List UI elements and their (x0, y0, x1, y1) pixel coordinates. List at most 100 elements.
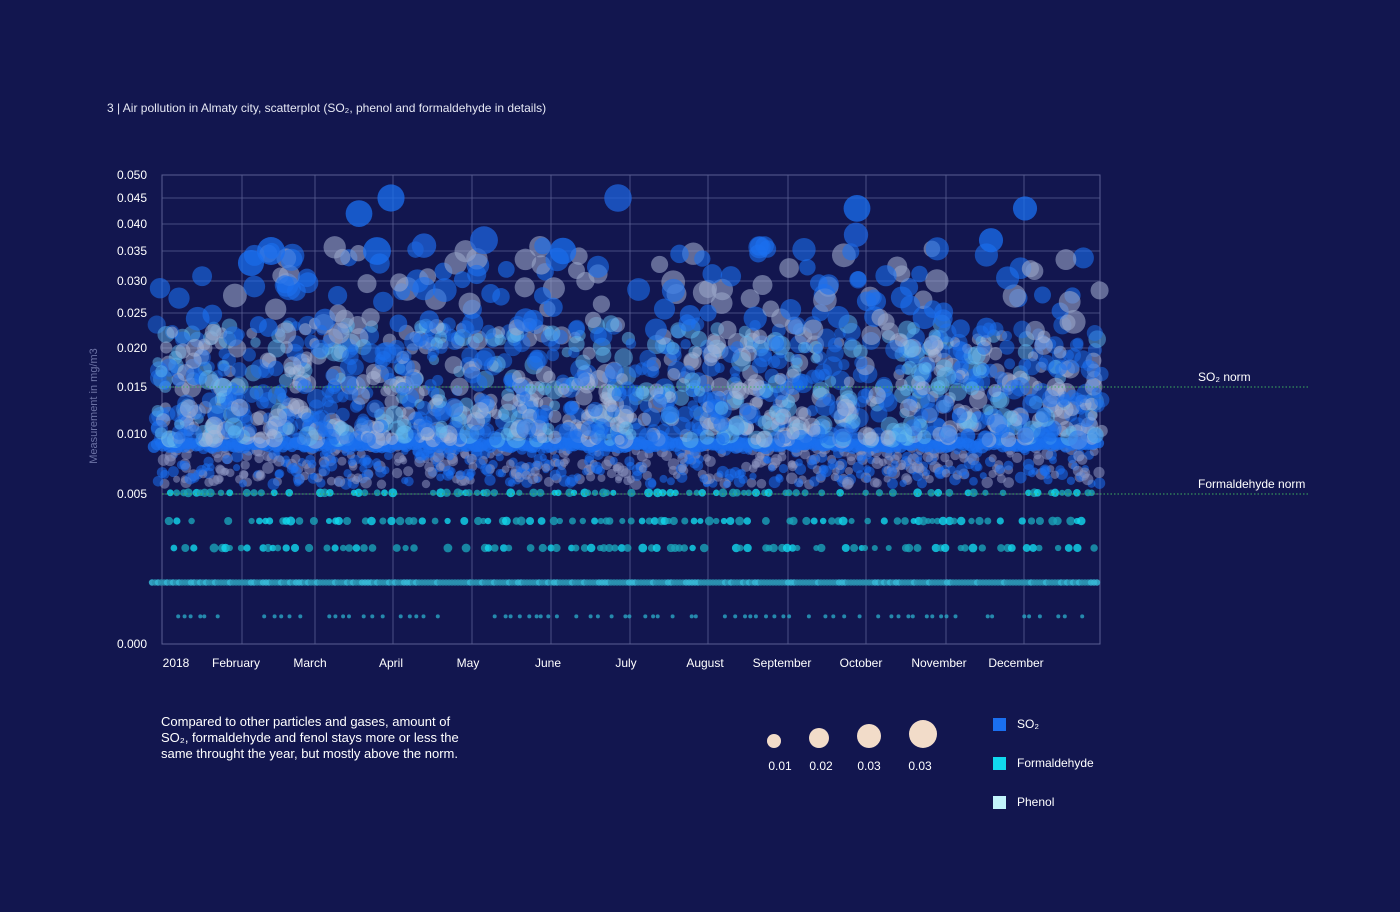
data-point (689, 614, 694, 619)
data-point (198, 614, 203, 619)
data-point (948, 382, 967, 401)
data-point (323, 399, 338, 415)
data-point (768, 464, 776, 472)
data-point (155, 365, 168, 378)
data-point (736, 544, 744, 552)
data-point (995, 424, 1010, 438)
data-point (841, 543, 850, 553)
data-point (326, 476, 336, 486)
data-point (343, 469, 352, 478)
data-point (419, 310, 440, 330)
data-point (871, 457, 884, 469)
data-point (497, 261, 515, 278)
note-line: same throught the year, but mostly above… (161, 746, 458, 761)
data-point (857, 614, 862, 619)
data-point (379, 517, 387, 525)
data-point (152, 357, 163, 368)
data-point (226, 489, 234, 497)
data-point (1035, 407, 1052, 423)
data-point (623, 614, 628, 619)
x-tick-label: September (753, 656, 812, 670)
data-point (159, 379, 171, 391)
data-point (883, 475, 891, 483)
data-point (913, 488, 922, 498)
data-point (512, 370, 526, 384)
data-point (1035, 544, 1043, 552)
data-point (919, 516, 928, 526)
data-point (871, 308, 889, 326)
data-point (722, 345, 740, 363)
data-point (911, 363, 930, 382)
data-point (357, 274, 377, 294)
data-point (273, 455, 285, 467)
data-point (319, 459, 330, 469)
data-point (822, 393, 836, 406)
data-point (746, 477, 757, 488)
legend-swatch (993, 718, 1006, 731)
data-point (863, 465, 872, 474)
data-point (906, 614, 911, 619)
data-point (1037, 330, 1051, 344)
data-point (875, 265, 897, 287)
data-point (976, 317, 997, 338)
data-point (677, 406, 694, 423)
data-point (627, 488, 636, 497)
data-point (811, 434, 823, 445)
data-point (702, 264, 723, 284)
data-point (256, 396, 269, 410)
data-point (595, 346, 612, 363)
data-point (1040, 466, 1050, 477)
data-point (862, 489, 869, 496)
data-point (543, 297, 563, 317)
data-point (810, 353, 821, 364)
data-point (753, 614, 758, 619)
data-point (1087, 410, 1098, 421)
data-point (614, 348, 633, 367)
data-point (752, 275, 773, 295)
data-point (385, 432, 399, 446)
data-point (625, 338, 637, 349)
data-point (372, 420, 385, 433)
data-point (393, 452, 405, 464)
data-point (598, 383, 615, 400)
data-point (786, 426, 800, 440)
note-line: Compared to other particles and gases, a… (161, 714, 451, 729)
data-point (181, 543, 190, 553)
data-point (638, 517, 646, 525)
data-point (522, 309, 544, 331)
data-point (1059, 314, 1076, 331)
data-point (557, 383, 570, 395)
data-point (253, 432, 266, 445)
data-point (864, 431, 880, 447)
data-point (827, 337, 843, 353)
data-point (305, 543, 314, 553)
data-point (775, 412, 786, 423)
data-point (230, 398, 249, 417)
data-point (1004, 358, 1016, 370)
legend-label: Formaldehyde (1017, 756, 1094, 770)
data-point (426, 351, 438, 362)
data-point (432, 278, 457, 303)
data-point (778, 463, 788, 474)
data-point (353, 473, 363, 483)
data-point (842, 243, 860, 261)
data-point (283, 356, 302, 375)
data-point (337, 456, 347, 466)
data-point (204, 323, 222, 341)
data-point (623, 544, 632, 552)
data-point (852, 461, 864, 474)
data-point (534, 614, 539, 619)
data-point (592, 464, 603, 475)
data-point (242, 488, 251, 497)
y-tick-label: 0.020 (117, 341, 147, 355)
data-point (432, 450, 445, 463)
data-point (951, 319, 970, 338)
data-point (756, 478, 767, 489)
data-point (327, 614, 332, 619)
data-point (755, 451, 765, 461)
data-point (856, 454, 866, 464)
data-point (243, 387, 260, 403)
data-point (174, 419, 185, 430)
data-point (285, 488, 294, 497)
